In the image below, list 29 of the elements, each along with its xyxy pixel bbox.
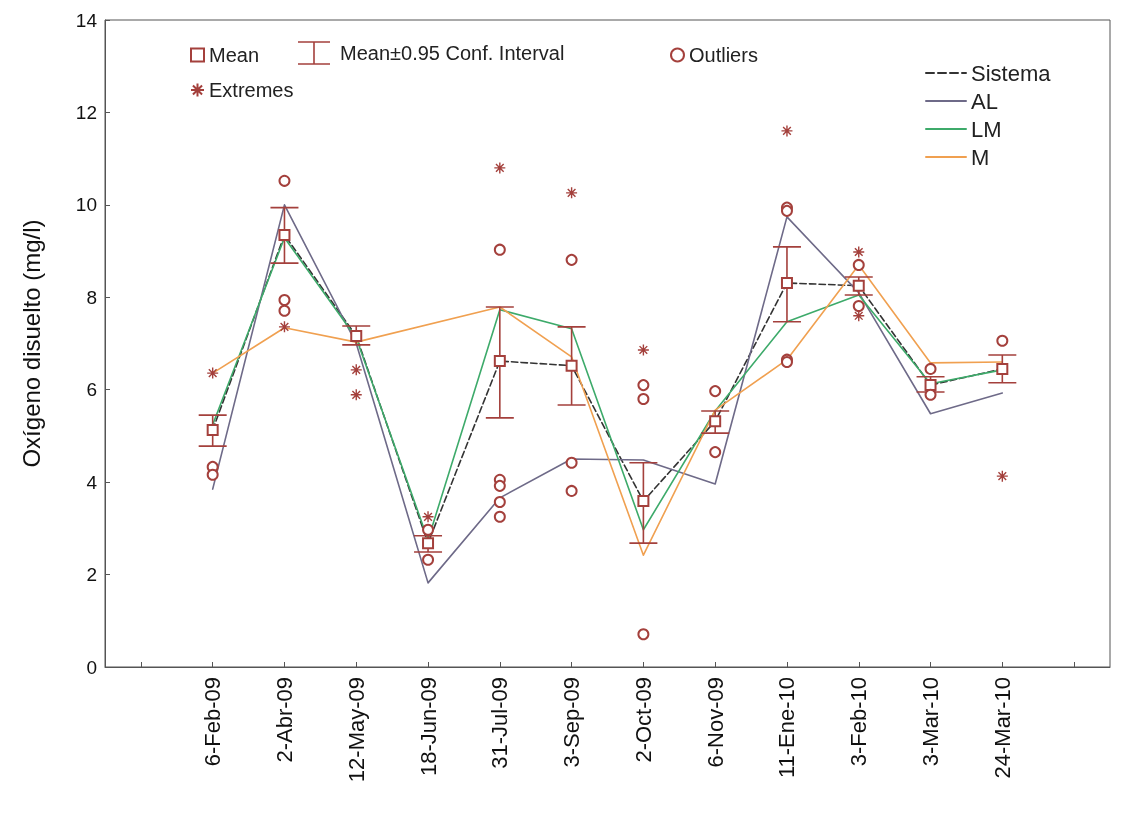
legend-label: LM xyxy=(971,116,1002,142)
legend-label: M xyxy=(971,144,990,170)
y-tick-label: 10 xyxy=(75,194,97,216)
x-tick-label: 3-Mar-10 xyxy=(918,677,944,767)
y-tick-label: 4 xyxy=(86,471,98,493)
x-tick-label: 2-Oct-09 xyxy=(630,677,656,763)
y-tick-label: 12 xyxy=(75,101,97,123)
x-tick-label: 31-Jul-09 xyxy=(487,677,513,769)
x-tick-label: 6-Feb-09 xyxy=(200,677,226,767)
annotation: Mean±0.95 Conf. Interval xyxy=(340,41,565,65)
legend-label: Outliers xyxy=(689,44,758,66)
y-tick-label: 2 xyxy=(86,564,97,586)
legend-label: Mean xyxy=(209,44,260,66)
y-axis-title: Oxígeno disuelto (mg/l) xyxy=(17,219,45,468)
x-tick-label: 11-Ene-10 xyxy=(774,677,800,779)
legend-label: Extremes xyxy=(209,79,294,101)
x-tick-label: 2-Abr-09 xyxy=(271,677,297,763)
x-tick-label: 18-Jun-09 xyxy=(415,677,441,777)
y-tick-label: 14 xyxy=(75,9,98,31)
y-tick-label: 8 xyxy=(86,286,97,308)
legend-label: Sistema xyxy=(971,60,1052,86)
x-tick-label: 24-Mar-10 xyxy=(989,677,1015,779)
x-tick-label: 6-Nov-09 xyxy=(702,677,728,768)
x-tick-label: 12-May-09 xyxy=(343,677,369,783)
x-tick-label: 3-Feb-10 xyxy=(846,677,872,767)
y-tick-label: 6 xyxy=(86,379,97,401)
y-tick-label: 0 xyxy=(86,656,97,678)
x-tick-label: 3-Sep-09 xyxy=(559,677,585,768)
legend-label: AL xyxy=(971,88,998,114)
